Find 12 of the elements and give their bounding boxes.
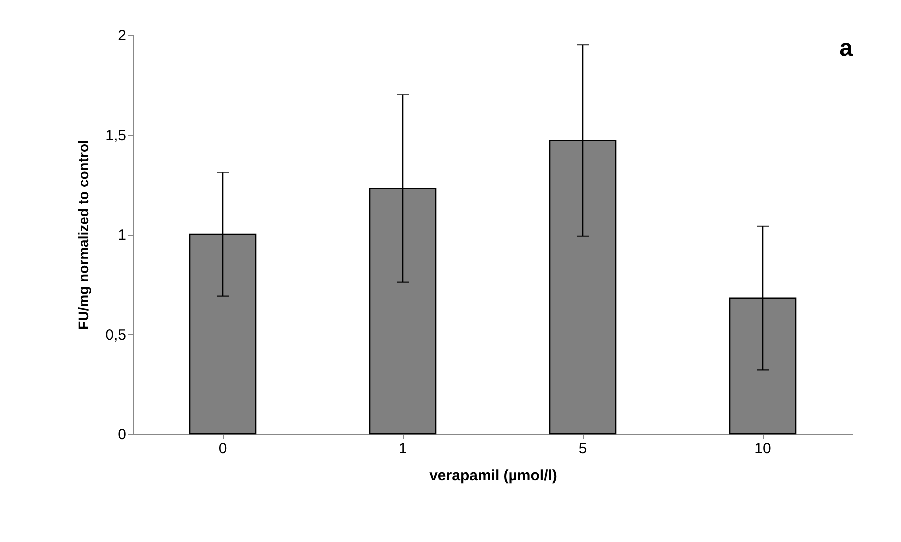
y-tick-label: 0 [118,426,126,444]
y-tick-label: 1,5 [106,127,126,144]
x-tick-label: 0 [218,440,228,458]
x-tick-label: 1 [398,440,408,458]
y-tick-label: 1 [118,227,126,244]
annotation: a [840,35,854,62]
x-tick-label: 5 [578,440,588,458]
y-tick-label: 0,5 [106,326,126,344]
y-tick-label: 2 [118,28,126,44]
x-tick-label: 10 [754,440,772,458]
y-axis-title: FU/mg normalized to control [76,140,92,330]
x-axis-title: verapamil (µmol/l) [430,468,558,484]
